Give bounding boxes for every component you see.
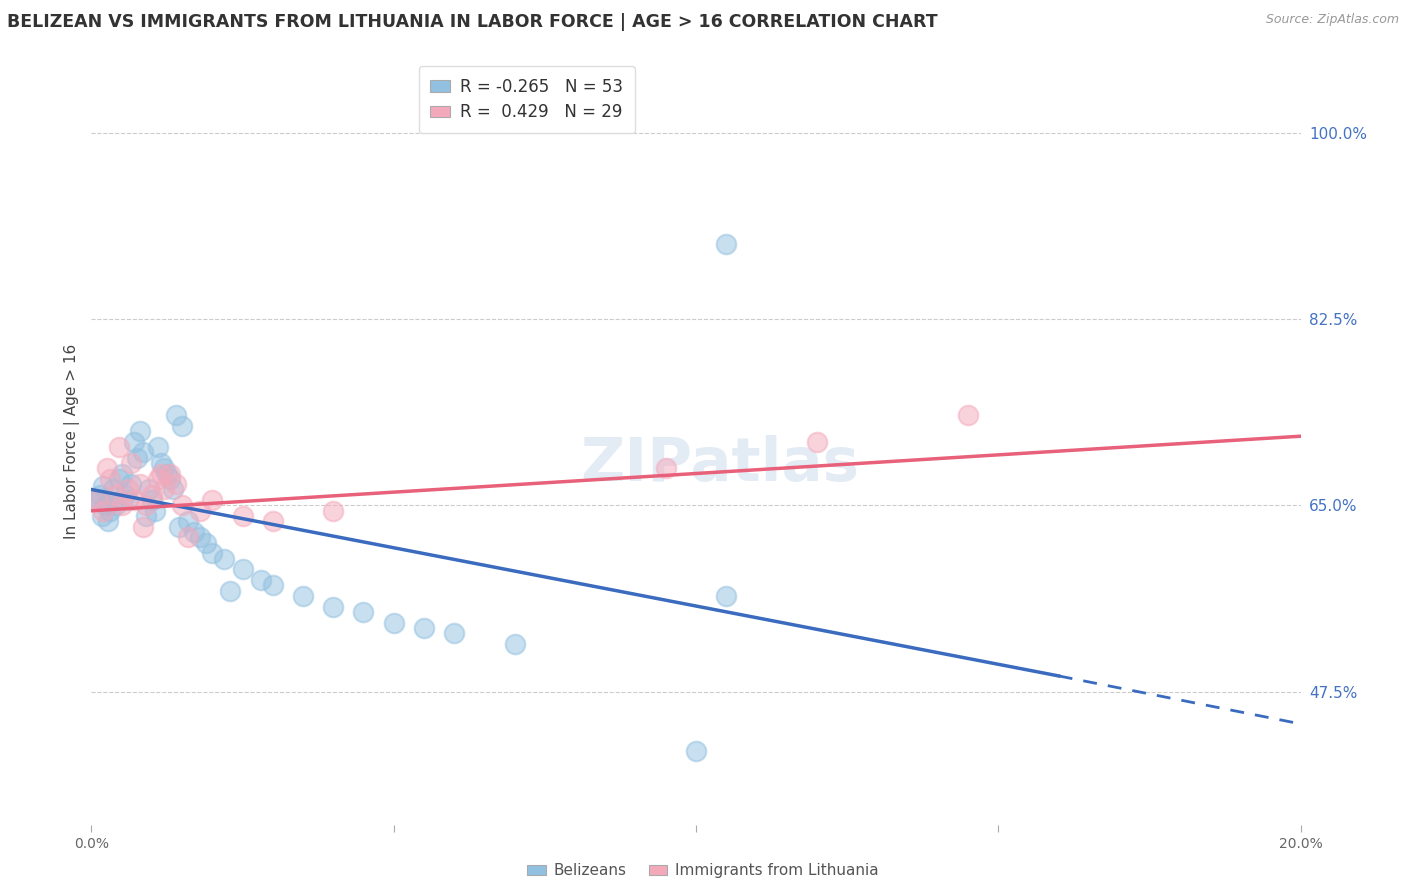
Text: BELIZEAN VS IMMIGRANTS FROM LITHUANIA IN LABOR FORCE | AGE > 16 CORRELATION CHAR: BELIZEAN VS IMMIGRANTS FROM LITHUANIA IN… [7, 13, 938, 31]
Point [146, 472, 169, 486]
Point [183, 525, 205, 540]
Point [413, 621, 436, 635]
Point [104, 499, 127, 513]
Point [177, 515, 200, 529]
Point [117, 493, 139, 508]
Point [128, 477, 150, 491]
Point [262, 515, 284, 529]
Point [322, 504, 344, 518]
Point [138, 483, 160, 497]
Point [322, 599, 344, 614]
Point [249, 573, 271, 587]
Point [86, 493, 108, 508]
Point [443, 626, 465, 640]
Point [96, 499, 118, 513]
Point [117, 483, 139, 497]
Point [201, 493, 224, 508]
Point [122, 434, 145, 449]
Point [159, 472, 181, 486]
Point [188, 504, 211, 518]
Point [503, 637, 526, 651]
Point [162, 483, 184, 497]
Point [98, 472, 121, 486]
Point [714, 237, 737, 252]
Point [352, 605, 374, 619]
Point [89, 488, 111, 502]
Point [806, 434, 828, 449]
Point [956, 408, 979, 422]
Point [146, 440, 169, 454]
Point [149, 467, 172, 481]
Point [143, 504, 166, 518]
Point [231, 562, 253, 576]
Point [132, 445, 155, 459]
Point [101, 483, 124, 497]
Y-axis label: In Labor Force | Age > 16: In Labor Force | Age > 16 [65, 344, 80, 539]
Text: ZIPatlas: ZIPatlas [581, 435, 859, 494]
Point [714, 589, 737, 603]
Point [165, 408, 187, 422]
Point [104, 488, 127, 502]
Point [107, 472, 129, 486]
Point [120, 456, 142, 470]
Point [195, 535, 218, 549]
Point [188, 530, 211, 544]
Point [135, 499, 157, 513]
Point [141, 488, 163, 502]
Point [98, 504, 121, 518]
Point [141, 493, 163, 508]
Point [114, 488, 136, 502]
Point [149, 456, 172, 470]
Point [132, 520, 155, 534]
Point [128, 424, 150, 438]
Point [97, 515, 120, 529]
Point [382, 615, 405, 630]
Point [655, 461, 678, 475]
Legend: R = -0.265   N = 53, R =  0.429   N = 29: R = -0.265 N = 53, R = 0.429 N = 29 [419, 66, 636, 133]
Point [153, 483, 176, 497]
Point [93, 499, 115, 513]
Point [262, 578, 284, 592]
Legend: Belizeans, Immigrants from Lithuania: Belizeans, Immigrants from Lithuania [522, 857, 884, 884]
Point [201, 546, 224, 560]
Point [172, 418, 194, 433]
Point [120, 477, 142, 491]
Point [135, 509, 157, 524]
Point [231, 509, 253, 524]
Point [153, 461, 176, 475]
Point [111, 499, 132, 513]
Point [177, 530, 200, 544]
Text: Source: ZipAtlas.com: Source: ZipAtlas.com [1265, 13, 1399, 27]
Point [122, 493, 145, 508]
Point [165, 477, 187, 491]
Point [219, 583, 242, 598]
Point [86, 493, 108, 508]
Point [292, 589, 315, 603]
Point [685, 743, 707, 757]
Point [93, 479, 115, 493]
Point [125, 450, 148, 465]
Point [156, 467, 179, 481]
Point [172, 499, 194, 513]
Point [107, 440, 129, 454]
Point [87, 493, 110, 508]
Point [96, 461, 118, 475]
Point [159, 467, 181, 481]
Point [111, 467, 132, 481]
Point [93, 504, 115, 518]
Point [214, 551, 236, 566]
Point [167, 520, 190, 534]
Point [91, 509, 114, 524]
